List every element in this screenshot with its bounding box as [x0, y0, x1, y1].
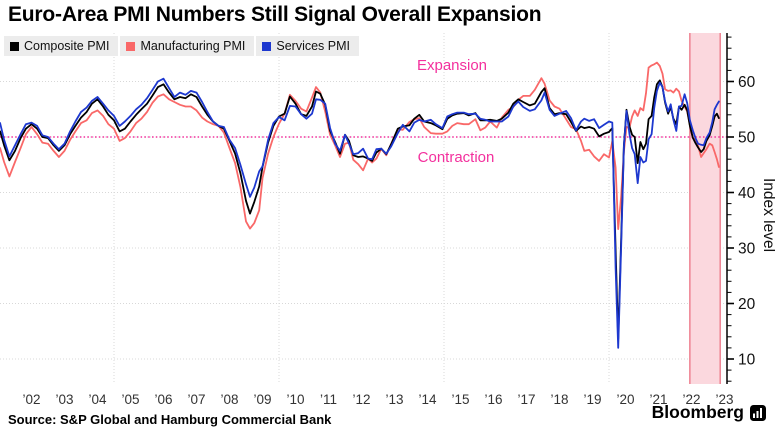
legend: Composite PMI Manufacturing PMI Services… [4, 36, 360, 56]
contraction-annotation: Contraction [418, 149, 495, 166]
x-tick-label: ’14 [418, 392, 437, 407]
legend-label-composite: Composite PMI [24, 39, 110, 53]
legend-item-services: Services PMI [256, 36, 360, 56]
x-tick-label: ’06 [154, 392, 172, 407]
x-tick-label: ’02 [22, 392, 40, 407]
legend-label-manufacturing: Manufacturing PMI [140, 39, 246, 53]
x-tick-label: ’20 [616, 392, 634, 407]
x-tick-label: ’21 [649, 392, 667, 407]
x-tick-label: ’13 [385, 392, 403, 407]
x-tick-label: ’23 [715, 392, 733, 407]
manufacturing-swatch [126, 41, 136, 51]
x-tick-label: ’22 [682, 392, 700, 407]
manufacturing-pmi-line [0, 61, 720, 230]
x-tick-label: ’08 [220, 392, 238, 407]
x-tick-label: ’09 [253, 392, 271, 407]
x-tick-label: ’16 [484, 392, 502, 407]
x-tick-label: ’04 [88, 392, 107, 407]
gridlines [0, 33, 727, 384]
x-tick-label: ’15 [451, 392, 469, 407]
legend-item-composite: Composite PMI [4, 36, 119, 56]
highlight-band [689, 33, 721, 384]
y-axis: 10 20 30 40 50 60 [726, 33, 756, 384]
services-swatch [262, 41, 272, 51]
composite-swatch [10, 41, 19, 51]
x-tick-label: ’10 [286, 392, 304, 407]
bloomberg-logo: Bloomberg [652, 402, 766, 423]
y-tick-label: 10 [738, 352, 756, 369]
bloomberg-wordmark: Bloomberg [651, 402, 744, 422]
y-axis-title: Index level [760, 178, 775, 252]
x-tick-label: ’17 [517, 392, 535, 407]
source-text: Source: S&P Global and Hamburg Commercia… [8, 412, 332, 427]
x-axis-labels: ’02 ’03 ’04 ’05 ’06 ’07 ’08 ’09 ’10 ’11 ’12 ’13 ’14 ’… [22, 392, 733, 407]
legend-item-manufacturing: Manufacturing PMI [120, 36, 255, 56]
y-tick-label: 40 [738, 185, 756, 202]
services-pmi-line [0, 77, 720, 349]
y-tick-label: 50 [738, 130, 756, 147]
bloomberg-mark-icon [750, 404, 766, 421]
x-tick-label: ’05 [121, 392, 139, 407]
chart-title: Euro-Area PMI Numbers Still Signal Overa… [8, 3, 542, 26]
x-tick-label: ’11 [320, 392, 337, 407]
series-lines [0, 61, 720, 349]
x-tick-label: ’12 [352, 392, 370, 407]
legend-label-services: Services PMI [276, 39, 351, 53]
x-tick-label: ’07 [187, 392, 205, 407]
x-tick-label: ’19 [583, 392, 601, 407]
y-tick-label: 30 [738, 241, 756, 258]
x-tick-label: ’18 [550, 392, 568, 407]
x-tick-label: ’03 [55, 392, 73, 407]
expansion-annotation: Expansion [417, 57, 487, 74]
y-tick-label: 60 [738, 74, 756, 91]
composite-pmi-line [0, 79, 720, 340]
y-tick-label: 20 [738, 296, 756, 313]
